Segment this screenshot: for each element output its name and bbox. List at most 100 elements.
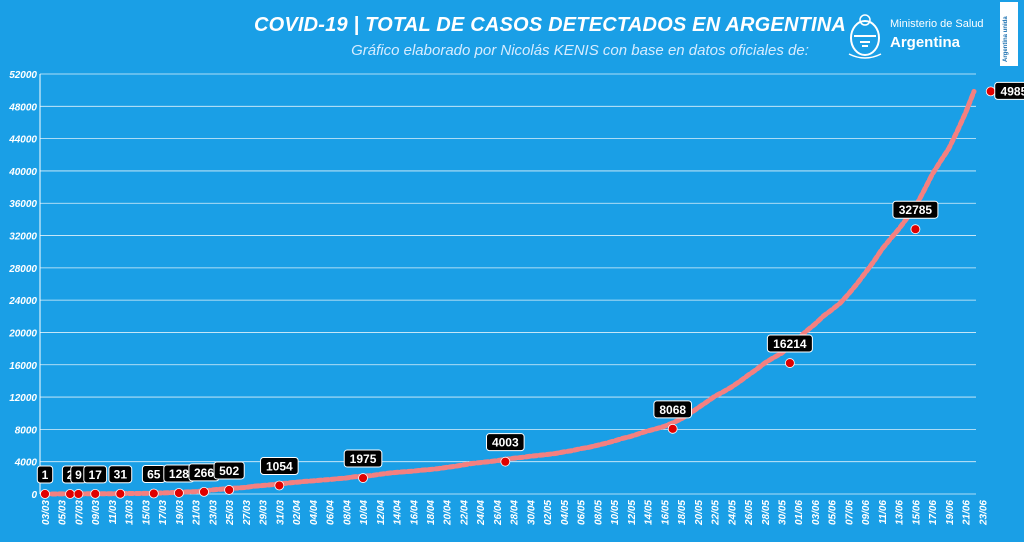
- x-tick-label: 14/04: [393, 500, 404, 525]
- x-tick-label: 20/05: [694, 500, 705, 526]
- x-tick-label: 24/05: [727, 500, 738, 526]
- logo-country-text: Argentina: [890, 34, 961, 51]
- y-tick-label: 12000: [9, 393, 37, 404]
- data-label: 8068: [653, 400, 693, 419]
- x-tick-label: 17/06: [928, 500, 939, 525]
- x-tick-label: 12/05: [627, 500, 638, 525]
- x-tick-label: 26/05: [744, 500, 755, 526]
- x-tick-label: 04/05: [560, 500, 571, 525]
- data-label-box: [343, 449, 383, 468]
- data-label-box: [108, 465, 133, 484]
- x-tick-label: 22/04: [459, 500, 470, 526]
- x-tick-label: 08/05: [593, 500, 604, 525]
- data-label-text: 49851: [1001, 84, 1024, 98]
- data-label-text: 31: [114, 468, 128, 482]
- data-label-box: [653, 400, 693, 419]
- data-point-marker: [910, 224, 921, 235]
- y-tick-label: 16000: [9, 361, 37, 372]
- y-axis: 0 4000 8000 12000 16000 20000 24000 28000 32000 3…: [8, 70, 41, 501]
- x-tick-label: 02/05: [543, 500, 554, 525]
- x-tick-label: 14/05: [644, 500, 655, 525]
- data-label-text: 17: [89, 468, 103, 482]
- data-label-box: [213, 461, 245, 480]
- x-tick-label: 03/06: [811, 500, 822, 525]
- data-label: 1: [36, 465, 54, 484]
- x-tick-label: 28/05: [761, 500, 772, 526]
- data-point-marker: [667, 423, 678, 434]
- data-label: 31: [108, 465, 133, 484]
- data-label-text: 4003: [492, 436, 519, 450]
- data-point-marker: [174, 488, 184, 498]
- argentina-unida-badge: Argentina unida: [1000, 2, 1018, 66]
- data-point-marker: [73, 489, 84, 499]
- x-tick-label: 22/05: [711, 500, 722, 526]
- data-label-text: 1: [42, 468, 49, 482]
- data-point-marker: [199, 486, 209, 497]
- data-label: 266: [188, 463, 220, 482]
- data-label-box: [892, 200, 939, 219]
- data-label-text: 65: [147, 467, 161, 481]
- y-tick-label: 48000: [8, 102, 37, 113]
- data-point-marker: [90, 488, 101, 499]
- data-label-text: 502: [219, 464, 239, 478]
- x-tick-label: 25/03: [225, 500, 236, 526]
- data-label: 502: [213, 461, 245, 480]
- data-point-marker: [40, 489, 50, 499]
- x-tick-label: 08/04: [342, 500, 353, 525]
- data-label-text: 2: [67, 468, 74, 482]
- x-tick-label: 26/04: [493, 500, 504, 526]
- x-tick-label: 06/04: [326, 500, 337, 525]
- x-tick-label: 07/06: [844, 500, 855, 525]
- gridlines: [40, 73, 976, 495]
- data-label-text: 1054: [266, 459, 293, 473]
- x-tick-label: 16/04: [409, 500, 420, 525]
- data-label-text: 16214: [773, 337, 807, 351]
- data-label-box: [766, 334, 813, 353]
- data-label-text: 1975: [350, 452, 377, 466]
- data-label-text: 32785: [899, 203, 933, 217]
- x-tick-label: 31/03: [275, 500, 286, 525]
- x-tick-label: 10/05: [610, 500, 621, 525]
- data-label: 17: [83, 465, 108, 484]
- data-point-marker: [224, 485, 235, 495]
- x-tick-label: 30/04: [526, 500, 537, 525]
- data-label-box: [994, 81, 1024, 100]
- data-label-box: [83, 465, 108, 484]
- data-point-marker: [115, 488, 126, 499]
- x-tick-label: 10/04: [359, 500, 370, 525]
- x-tick-label: 01/06: [794, 500, 805, 525]
- x-tick-label: 24/04: [476, 500, 487, 526]
- y-tick-label: 0: [31, 490, 37, 501]
- data-label: 65: [141, 464, 166, 483]
- x-tick-label: 23/06: [978, 500, 989, 526]
- x-tick-label: 21/06: [962, 500, 973, 526]
- chart-subtitle: Gráfico elaborado por Nicolás KENIS con …: [351, 42, 809, 59]
- data-label-text: 8068: [659, 403, 686, 417]
- data-label-box: [36, 465, 54, 484]
- x-tick-label: 20/04: [443, 500, 454, 526]
- data-point-marker: [274, 480, 285, 491]
- x-tick-label: 16/05: [660, 500, 671, 525]
- ministry-logo: Ministerio de Salud Argentina: [840, 10, 990, 64]
- series-total-cases: [40, 86, 996, 499]
- x-tick-label: 03/03: [41, 500, 52, 525]
- y-tick-label: 4000: [14, 458, 38, 469]
- data-label: 49851: [994, 81, 1024, 100]
- data-point-marker: [148, 488, 159, 499]
- y-tick-label: 52000: [9, 70, 37, 81]
- x-tick-label: 06/05: [577, 500, 588, 525]
- x-tick-label: 13/03: [125, 500, 136, 525]
- data-label-text: 9: [75, 468, 82, 482]
- x-tick-label: 11/03: [108, 500, 119, 525]
- x-tick-label: 05/06: [828, 500, 839, 525]
- x-tick-label: 29/03: [259, 500, 270, 526]
- coat-of-arms-icon: [848, 14, 882, 59]
- x-tick-label: 13/06: [895, 500, 906, 525]
- x-tick-label: 23/03: [208, 500, 219, 526]
- logo-ministry-text: Ministerio de Salud: [890, 18, 984, 30]
- y-tick-label: 32000: [9, 232, 37, 243]
- data-label: 9: [70, 465, 87, 484]
- x-tick-label: 19/06: [945, 500, 956, 525]
